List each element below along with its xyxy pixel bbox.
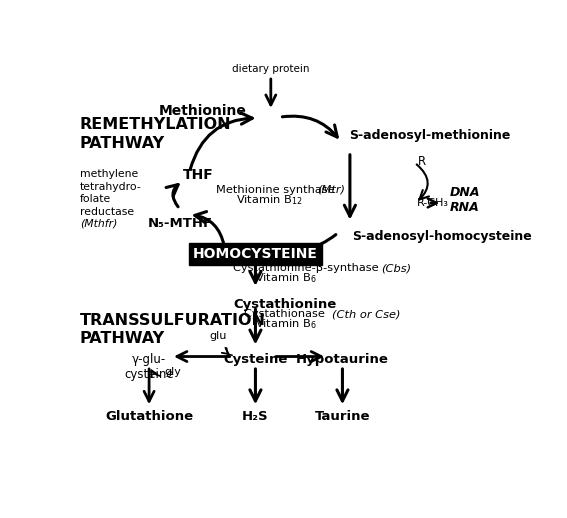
Text: Vitamin B$_{12}$: Vitamin B$_{12}$	[236, 193, 302, 207]
Text: Hypotaurine: Hypotaurine	[296, 353, 389, 366]
Text: methylene
tetrahydro-
folate
reductase: methylene tetrahydro- folate reductase	[79, 169, 141, 217]
Text: TRANSSULFURATION
PATHWAY: TRANSSULFURATION PATHWAY	[79, 312, 266, 346]
Text: Cysteine: Cysteine	[223, 353, 287, 366]
Text: Glutathione: Glutathione	[105, 410, 193, 423]
Text: (Mtr): (Mtr)	[317, 185, 345, 195]
Text: S-adenosyl-homocysteine: S-adenosyl-homocysteine	[352, 229, 532, 242]
Text: HOMOCYSTEINE: HOMOCYSTEINE	[193, 247, 318, 261]
Text: Cystathionase: Cystathionase	[244, 309, 329, 319]
Text: Vitamin B$_6$: Vitamin B$_6$	[255, 318, 318, 331]
Text: glu: glu	[210, 330, 227, 340]
Text: γ-glu-
cysteine: γ-glu- cysteine	[124, 353, 174, 381]
Text: (Cth or Cse): (Cth or Cse)	[332, 309, 401, 319]
Text: THF: THF	[183, 168, 214, 182]
Text: N₅-MTHF: N₅-MTHF	[147, 217, 213, 230]
Text: REMETHYLATION
PATHWAY: REMETHYLATION PATHWAY	[79, 117, 231, 151]
Text: Methionine: Methionine	[159, 104, 247, 118]
Text: (Cbs): (Cbs)	[380, 263, 411, 274]
Text: (Mthfr): (Mthfr)	[79, 219, 117, 229]
Text: Taurine: Taurine	[315, 410, 370, 423]
Text: Vitamin B$_6$: Vitamin B$_6$	[255, 271, 318, 285]
Text: DNA
RNA: DNA RNA	[450, 186, 480, 214]
Text: H₂S: H₂S	[242, 410, 269, 423]
Text: S-adenosyl-methionine: S-adenosyl-methionine	[349, 129, 510, 142]
Text: dietary protein: dietary protein	[232, 64, 310, 74]
Text: R-CH₃: R-CH₃	[417, 198, 449, 208]
Text: Cystathionine: Cystathionine	[234, 298, 337, 311]
Text: Methionine synthase: Methionine synthase	[216, 185, 338, 195]
Text: Cystathionine-β-synthase: Cystathionine-β-synthase	[234, 263, 383, 274]
Text: gly: gly	[164, 367, 181, 378]
Text: R: R	[418, 155, 426, 168]
